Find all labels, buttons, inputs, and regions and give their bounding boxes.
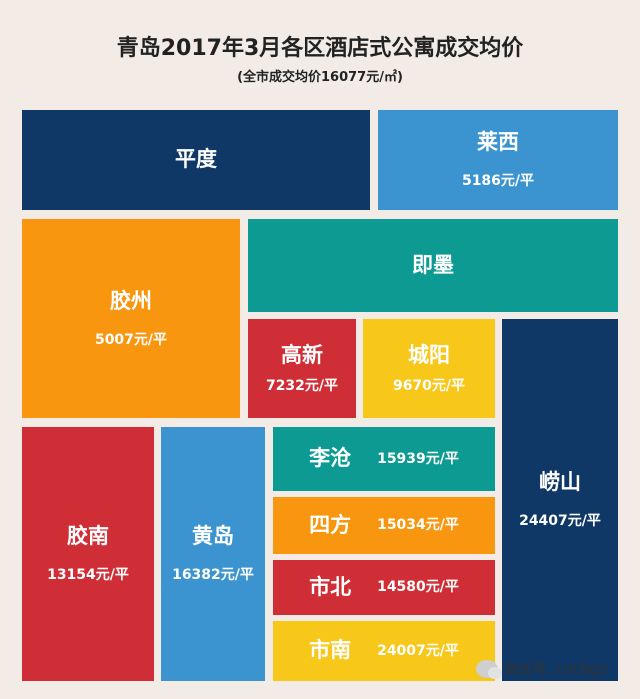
watermark-text: 微信号: cricfjqd	[504, 662, 607, 678]
tile-8: 黄岛 16382元/平	[161, 427, 265, 681]
tile-value: 5007元/平	[94, 331, 168, 348]
tile-0: 平度	[22, 110, 370, 210]
tile-name: 市南	[309, 638, 352, 663]
tile-name: 四方	[309, 512, 352, 537]
tile-value: 15034元/平	[377, 517, 459, 534]
wechat-icon	[476, 660, 502, 679]
tile-name: 李沧	[309, 446, 352, 471]
tile-1: 莱西 5186元/平	[378, 110, 618, 210]
tile-11: 市北 14580元/平	[273, 560, 495, 615]
tile-5: 城阳 9670元/平	[363, 319, 495, 418]
tile-value: 7232元/平	[265, 377, 339, 394]
tile-value: 15939元/平	[377, 450, 459, 467]
tile-2: 胶州 5007元/平	[22, 219, 240, 418]
tile-name: 高新	[281, 342, 323, 367]
tile-name: 胶南	[67, 524, 109, 548]
tile-name: 市北	[309, 574, 352, 599]
tile-name: 崂山	[539, 470, 581, 494]
tile-value: 16382元/平	[172, 567, 254, 584]
tile-9: 李沧 15939元/平	[273, 427, 495, 491]
tile-value: 14580元/平	[377, 579, 459, 596]
tile-name: 城阳	[408, 342, 450, 367]
tile-name: 平度	[175, 147, 217, 172]
chart-subtitle: (全市成交均价16077元/㎡)	[237, 70, 403, 85]
tile-name: 黄岛	[192, 524, 234, 548]
tile-name: 即墨	[412, 252, 454, 277]
tile-10: 四方 15034元/平	[273, 497, 495, 554]
tile-value: 24007元/平	[377, 642, 459, 659]
tile-4: 高新 7232元/平	[248, 319, 356, 418]
tile-name: 莱西	[477, 130, 519, 154]
chart-title: 青岛2017年3月各区酒店式公寓成交均价	[116, 36, 524, 61]
tile-value: 24407元/平	[519, 513, 601, 530]
tile-value: 9670元/平	[392, 377, 466, 394]
tile-12: 市南 24007元/平	[273, 621, 495, 681]
tile-6: 崂山 24407元/平	[502, 319, 618, 681]
tile-value: 13154元/平	[47, 567, 129, 584]
tile-7: 胶南 13154元/平	[22, 427, 154, 681]
tile-value: 5186元/平	[461, 173, 535, 190]
tile-3: 即墨	[248, 219, 618, 312]
tile-name: 胶州	[110, 288, 152, 313]
watermark: 微信号: cricfjqd	[476, 654, 640, 684]
